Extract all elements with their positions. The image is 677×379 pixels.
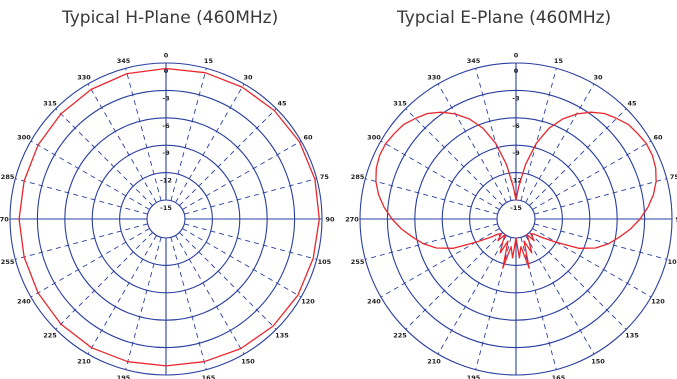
h-plane-series-line-0 [18, 67, 320, 367]
h-plane-spoke-120 [182, 228, 302, 298]
h-plane-spoke-225 [55, 232, 153, 330]
h-plane-angle-label: 210 [77, 358, 91, 366]
h-plane-angle-label: 195 [117, 374, 131, 379]
h-plane-spoke-345 [125, 68, 162, 201]
h-plane-ring-4 [119, 172, 213, 266]
h-plane-angle-label: 60 [304, 134, 314, 142]
h-plane-spoke-285 [15, 178, 148, 215]
h-plane-angle-label: 150 [241, 358, 255, 366]
h-plane-spoke-135 [179, 232, 277, 330]
h-plane-spoke-255 [15, 223, 148, 260]
h-plane-radial-label: -9 [162, 149, 170, 157]
h-plane-angle-label: 300 [17, 134, 31, 142]
h-plane-angle-label: 225 [43, 331, 57, 339]
h-plane-angle-label: 330 [77, 73, 91, 81]
h-plane-ring-0 [9, 62, 323, 376]
h-plane-angle-label: 15 [204, 57, 214, 65]
h-plane-angle-label: 75 [320, 173, 330, 181]
h-plane-ring-5 [146, 199, 186, 239]
h-plane-angle-label: 255 [1, 258, 15, 266]
h-plane-radial-label: -15 [160, 204, 172, 212]
h-plane-radial-label: 0 [164, 67, 169, 75]
h-plane-spoke-195 [125, 237, 162, 370]
h-plane-angle-label: 105 [318, 258, 332, 266]
e-plane-title: Typcial E-Plane (460MHz) [397, 8, 612, 28]
h-plane-spoke-300 [30, 140, 150, 210]
h-plane-spoke-75 [184, 178, 317, 215]
h-plane-radial-label: -6 [162, 122, 170, 130]
h-plane-spoke-210 [87, 235, 157, 355]
h-plane-title: Typical H-Plane (460MHz) [62, 8, 279, 28]
h-plane-spoke-45 [179, 108, 277, 206]
h-plane-ring-3 [91, 144, 241, 294]
h-plane-angle-label: 45 [277, 100, 287, 108]
h-plane-angle-label: 165 [202, 374, 216, 379]
h-plane-angle-label: 30 [243, 73, 253, 81]
h-plane-angle-label: 270 [0, 216, 9, 224]
h-plane-spoke-330 [87, 83, 157, 203]
h-plane-angle-label: 315 [43, 100, 57, 108]
h-plane-radial-label: -3 [162, 94, 169, 102]
h-plane-angle-label: 345 [117, 57, 131, 65]
h-plane-spoke-165 [170, 237, 207, 370]
h-plane-spoke-15 [170, 68, 207, 201]
h-plane-spoke-105 [184, 223, 317, 260]
h-plane-angle-label: 90 [325, 216, 335, 224]
h-plane-angle-label: 285 [1, 173, 15, 181]
h-plane-angle-label: 240 [17, 298, 31, 306]
h-plane-angle-label: 0 [164, 52, 169, 60]
h-plane-spoke-60 [182, 140, 302, 210]
h-plane-angle-label: 135 [275, 331, 289, 339]
h-plane-spoke-240 [30, 228, 150, 298]
h-plane-spoke-315 [55, 108, 153, 206]
h-plane-ring-2 [64, 117, 268, 321]
h-plane-angle-label: 120 [301, 298, 315, 306]
h-plane-spoke-150 [175, 235, 245, 355]
h-plane-radial-label: -12 [160, 177, 172, 185]
h-plane-spoke-30 [175, 83, 245, 203]
h-plane-ring-1 [36, 89, 296, 349]
